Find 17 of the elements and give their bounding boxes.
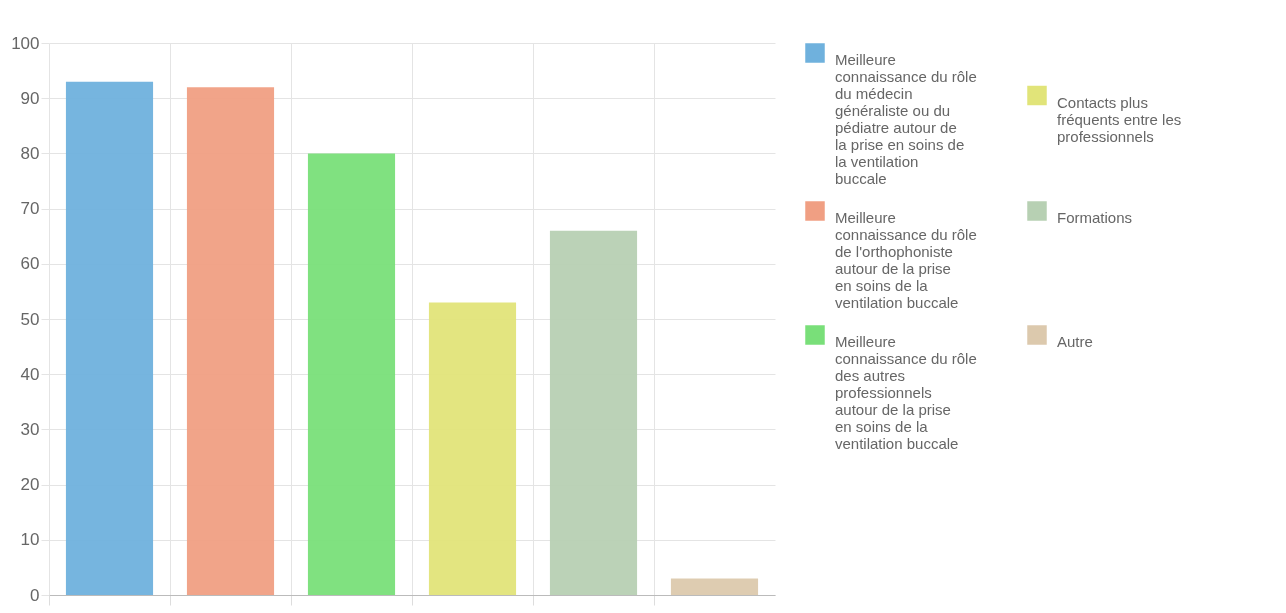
legend-label: Meilleure connaissance du rôle de l'orthophoniste autour de la prise en soins de la ventilation buccale bbox=[835, 209, 977, 311]
legend-label: Formations bbox=[1057, 209, 1133, 226]
y-tick-label: 20 bbox=[20, 475, 40, 495]
legend-label: Meilleure connaissance du rôle du médecin généraliste ou du pédiatre autour de la prise en soins de la ventilation buccale bbox=[835, 51, 977, 187]
y-tick-label: 0 bbox=[30, 585, 40, 605]
y-tick-label: 50 bbox=[20, 309, 40, 329]
legend-label: Autre bbox=[1057, 333, 1093, 350]
y-tick-label: 10 bbox=[20, 530, 40, 550]
y-tick-label: 90 bbox=[20, 88, 40, 108]
legend-label: Contacts plus fréquents entre les professionnels bbox=[1057, 93, 1182, 145]
legend-label: Meilleure connaissance du rôle des autres professionnels autour de la prise en soins de la ventilation buccale bbox=[835, 333, 977, 452]
y-tick-label: 100 bbox=[11, 33, 40, 53]
y-tick-label: 80 bbox=[20, 143, 40, 163]
y-tick-label: 40 bbox=[20, 364, 40, 384]
y-tick-label: 30 bbox=[20, 419, 40, 439]
y-tick-label: 60 bbox=[20, 254, 40, 274]
y-tick-label: 70 bbox=[20, 199, 40, 219]
